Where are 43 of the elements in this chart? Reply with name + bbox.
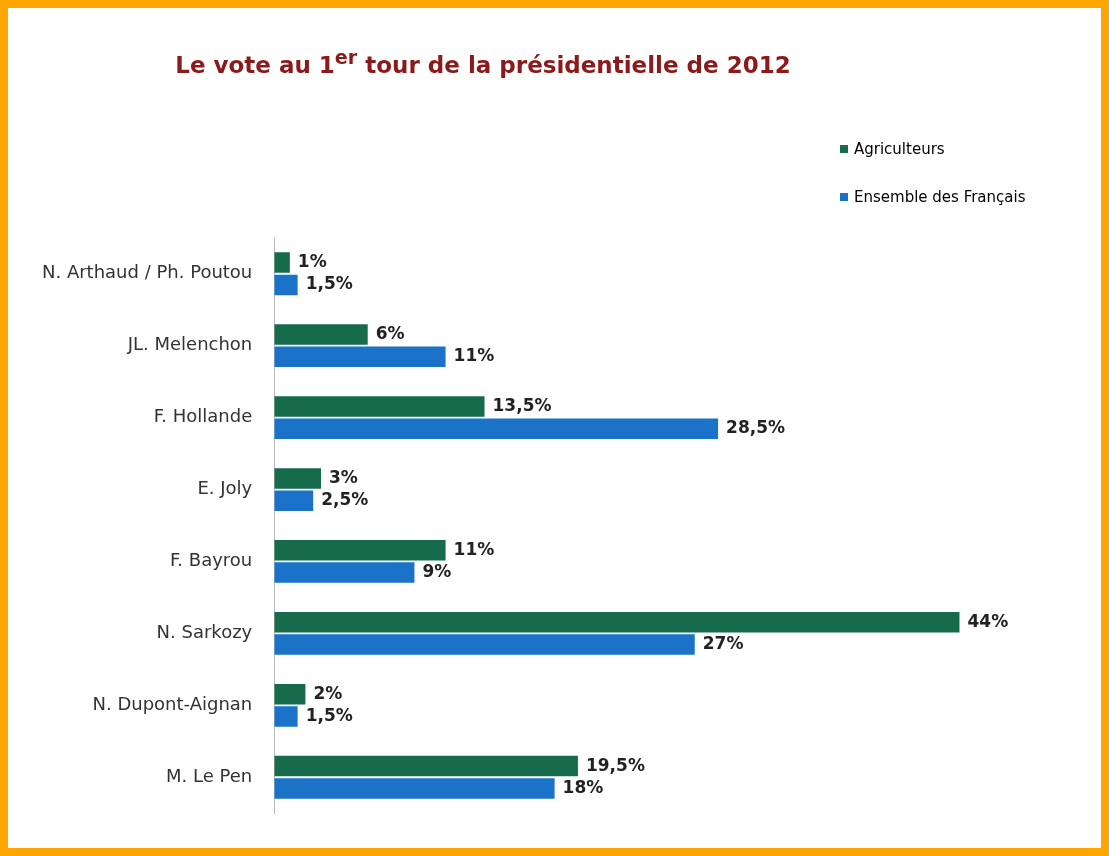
data-label: 28,5% (726, 417, 786, 438)
y-tick-label: M. Le Pen (166, 764, 253, 786)
bar (274, 274, 298, 296)
data-label: 2% (313, 682, 343, 703)
bar (274, 252, 290, 273)
bar (274, 755, 578, 777)
legend-label: Ensemble des Français (854, 188, 1026, 206)
bar (274, 468, 321, 489)
y-tick-label: F. Hollande (153, 405, 253, 427)
bar (274, 683, 306, 705)
bar (274, 611, 960, 633)
data-label: 2,5% (321, 489, 369, 510)
bar (274, 540, 446, 561)
data-label: 19,5% (585, 754, 645, 775)
y-tick-label: N. Sarkozy (156, 621, 253, 643)
bar (274, 706, 298, 727)
bar (274, 634, 695, 655)
bar (274, 490, 314, 511)
data-label: 1,5% (305, 273, 353, 294)
data-label: 44% (967, 610, 1009, 631)
bar (274, 778, 555, 799)
bar (274, 346, 446, 368)
y-tick-label: N. Arthaud / Ph. Poutou (42, 261, 253, 283)
y-tick-label: JL. Melenchon (126, 333, 253, 355)
data-label: 1% (297, 251, 327, 272)
bar (274, 562, 415, 583)
chart-title: Le vote au 1$^{er}$ tour de la présidentielle de 2012 (174, 46, 792, 78)
legend-label: Agriculteurs (854, 140, 945, 158)
y-tick-label: F. Bayrou (169, 549, 253, 571)
bar (274, 418, 719, 440)
data-label: 13,5% (492, 394, 552, 415)
y-tick-label: E. Joly (197, 477, 253, 499)
data-label: 27% (702, 632, 744, 653)
data-label: 9% (422, 561, 452, 582)
bar (274, 324, 368, 345)
data-label: 6% (375, 322, 405, 343)
data-label: 1,5% (305, 704, 353, 725)
bar (274, 396, 485, 417)
data-label: 18% (562, 776, 604, 797)
data-label: 3% (329, 466, 358, 487)
data-label: 11% (453, 538, 495, 559)
data-label: 11% (453, 345, 495, 366)
y-tick-label: N. Dupont-Aignan (92, 692, 253, 714)
